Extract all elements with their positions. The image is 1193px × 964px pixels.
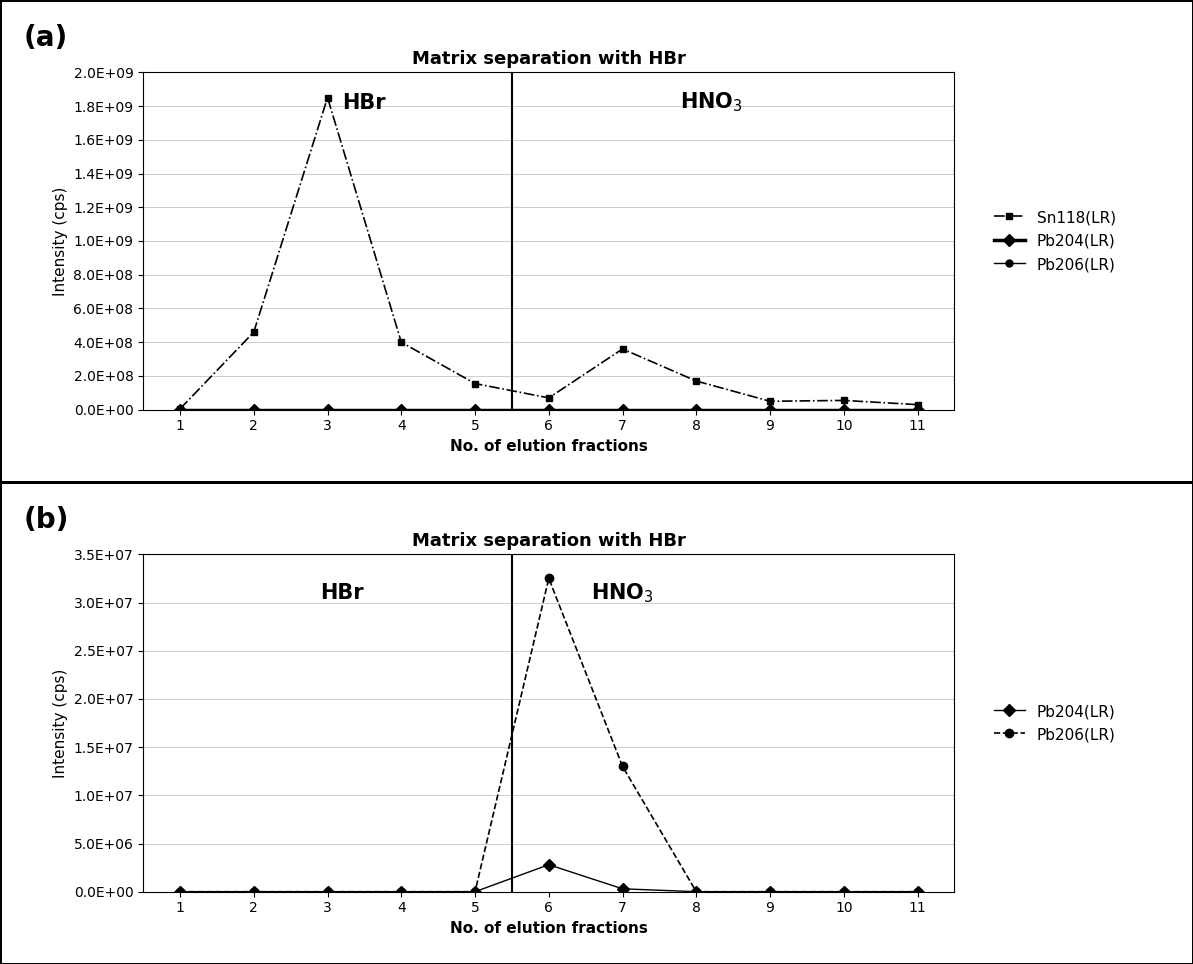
Line: Pb206(LR): Pb206(LR) bbox=[177, 406, 921, 414]
Pb204(LR) bbox=[542, 404, 556, 415]
Pb206(LR) bbox=[836, 404, 851, 415]
Sn118(LR) bbox=[542, 392, 556, 404]
Pb206(LR) bbox=[321, 886, 335, 897]
Sn118(LR) bbox=[616, 343, 630, 355]
Pb206(LR) bbox=[468, 886, 482, 897]
Pb206(LR) bbox=[542, 573, 556, 584]
Sn118(LR) bbox=[321, 92, 335, 103]
Pb206(LR) bbox=[616, 761, 630, 772]
Line: Sn118(LR): Sn118(LR) bbox=[177, 94, 921, 413]
Pb204(LR) bbox=[321, 886, 335, 897]
Legend: Pb204(LR), Pb206(LR): Pb204(LR), Pb206(LR) bbox=[987, 696, 1124, 750]
Legend: Sn118(LR), Pb204(LR), Pb206(LR): Sn118(LR), Pb204(LR), Pb206(LR) bbox=[987, 201, 1124, 281]
Pb206(LR) bbox=[762, 886, 777, 897]
Pb206(LR) bbox=[690, 886, 704, 897]
Sn118(LR) bbox=[394, 336, 408, 348]
Sn118(LR) bbox=[762, 395, 777, 407]
Pb204(LR) bbox=[836, 886, 851, 897]
Pb206(LR) bbox=[910, 886, 925, 897]
Pb206(LR) bbox=[247, 404, 261, 415]
Pb204(LR) bbox=[762, 886, 777, 897]
Pb204(LR) bbox=[910, 404, 925, 415]
Pb206(LR) bbox=[247, 886, 261, 897]
Sn118(LR) bbox=[173, 403, 187, 415]
Pb204(LR) bbox=[247, 404, 261, 415]
Pb204(LR) bbox=[173, 886, 187, 897]
Sn118(LR) bbox=[690, 375, 704, 387]
Sn118(LR) bbox=[468, 378, 482, 389]
Pb204(LR) bbox=[690, 404, 704, 415]
Sn118(LR) bbox=[910, 399, 925, 411]
Text: HBr: HBr bbox=[321, 583, 364, 602]
Pb206(LR) bbox=[468, 404, 482, 415]
Pb206(LR) bbox=[762, 404, 777, 415]
Pb204(LR) bbox=[321, 404, 335, 415]
Pb206(LR) bbox=[394, 886, 408, 897]
Y-axis label: Intensity (cps): Intensity (cps) bbox=[52, 186, 68, 296]
Pb204(LR) bbox=[616, 883, 630, 895]
Pb204(LR) bbox=[394, 404, 408, 415]
Text: HBr: HBr bbox=[342, 93, 387, 113]
Pb204(LR) bbox=[542, 859, 556, 870]
Pb206(LR) bbox=[910, 404, 925, 415]
Text: HNO$_3$: HNO$_3$ bbox=[680, 91, 742, 115]
Pb204(LR) bbox=[690, 886, 704, 897]
Pb204(LR) bbox=[173, 404, 187, 415]
Title: Matrix separation with HBr: Matrix separation with HBr bbox=[412, 50, 686, 68]
Pb204(LR) bbox=[468, 404, 482, 415]
Pb206(LR) bbox=[836, 886, 851, 897]
Pb204(LR) bbox=[468, 886, 482, 897]
Text: HNO$_3$: HNO$_3$ bbox=[591, 581, 654, 604]
Pb206(LR) bbox=[394, 404, 408, 415]
X-axis label: No. of elution fractions: No. of elution fractions bbox=[450, 439, 648, 454]
Y-axis label: Intensity (cps): Intensity (cps) bbox=[52, 668, 68, 778]
Line: Pb204(LR): Pb204(LR) bbox=[175, 861, 922, 896]
Pb204(LR) bbox=[836, 404, 851, 415]
Pb206(LR) bbox=[616, 404, 630, 415]
X-axis label: No. of elution fractions: No. of elution fractions bbox=[450, 921, 648, 936]
Pb204(LR) bbox=[762, 404, 777, 415]
Pb206(LR) bbox=[321, 404, 335, 415]
Sn118(LR) bbox=[247, 326, 261, 338]
Line: Pb206(LR): Pb206(LR) bbox=[175, 575, 922, 896]
Title: Matrix separation with HBr: Matrix separation with HBr bbox=[412, 532, 686, 550]
Pb206(LR) bbox=[173, 404, 187, 415]
Sn118(LR) bbox=[836, 394, 851, 406]
Pb206(LR) bbox=[542, 404, 556, 415]
Pb206(LR) bbox=[690, 404, 704, 415]
Pb204(LR) bbox=[616, 404, 630, 415]
Pb204(LR) bbox=[247, 886, 261, 897]
Pb206(LR) bbox=[173, 886, 187, 897]
Pb204(LR) bbox=[910, 886, 925, 897]
Pb204(LR) bbox=[394, 886, 408, 897]
Line: Pb204(LR): Pb204(LR) bbox=[175, 406, 922, 414]
